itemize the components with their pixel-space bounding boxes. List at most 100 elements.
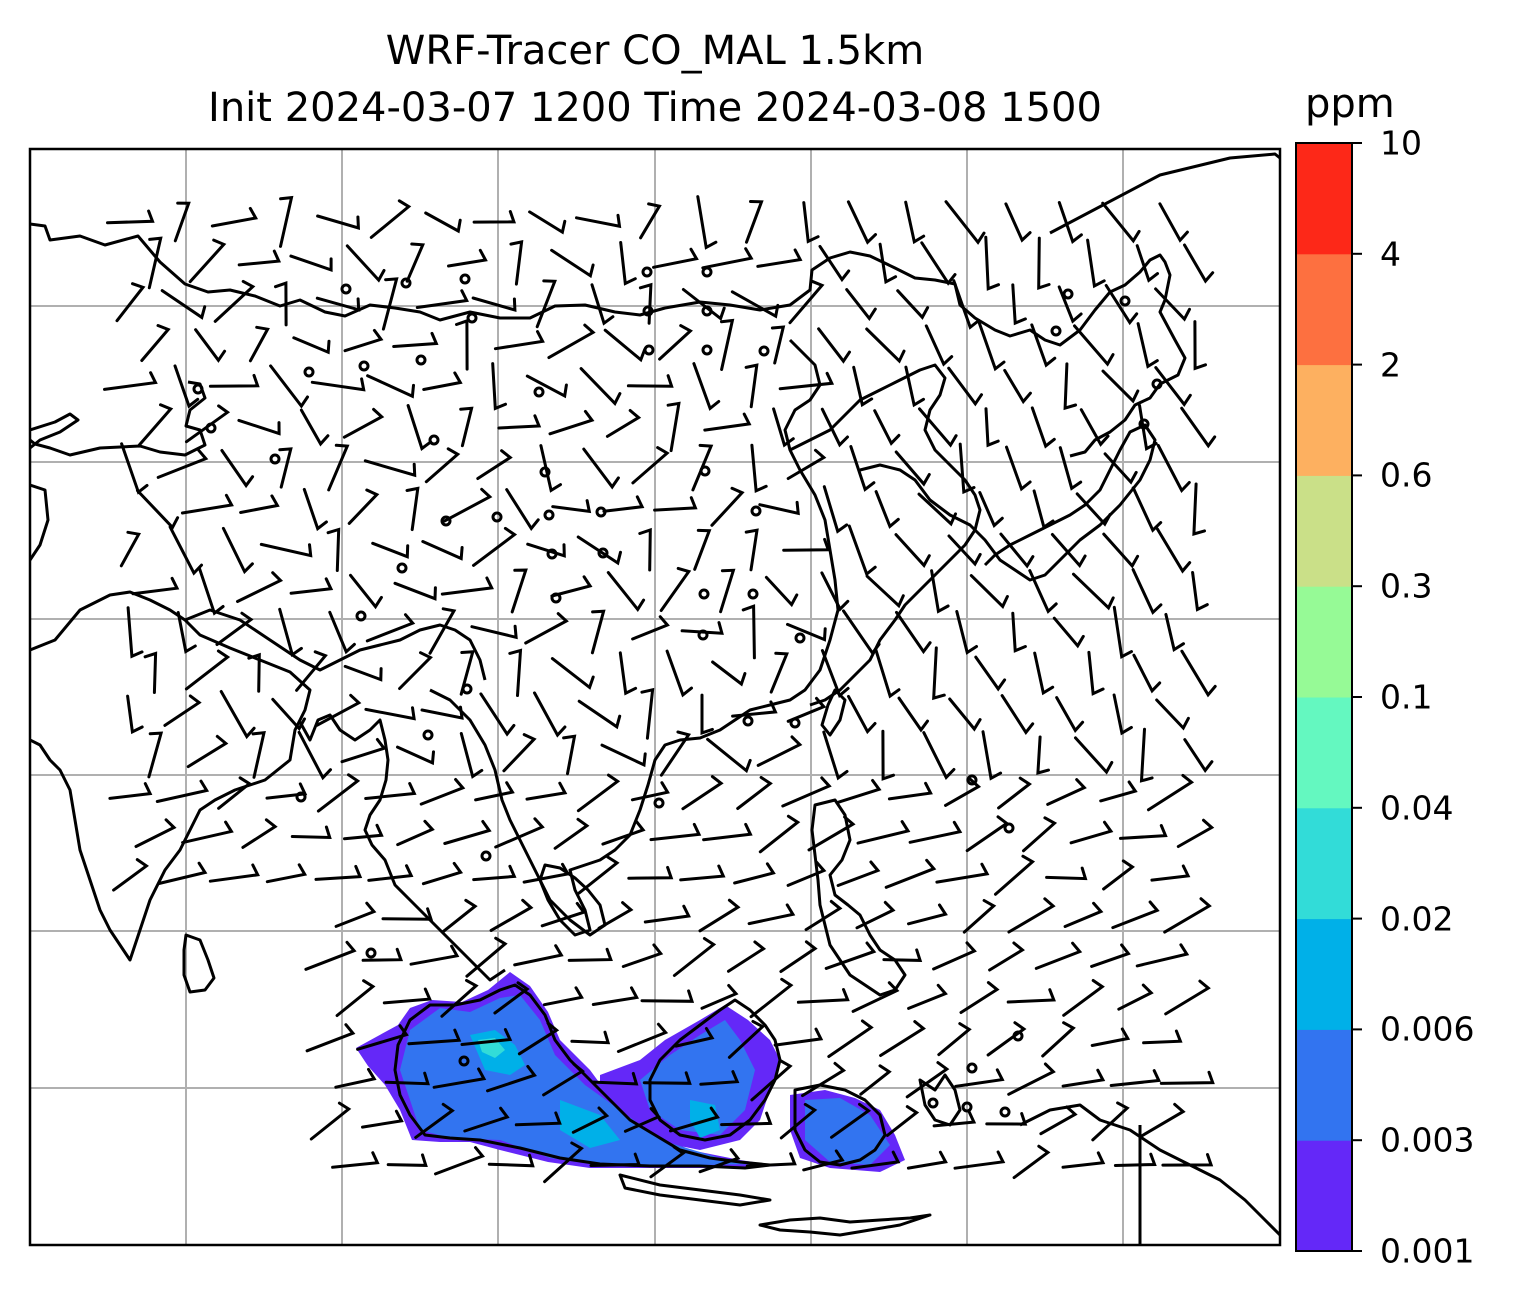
wind-barb (326, 527, 341, 572)
wind-barb (954, 1068, 1005, 1088)
wind-barb (1103, 452, 1138, 485)
colorbar (1296, 142, 1362, 1252)
wind-barb (208, 863, 260, 883)
wind-barb (600, 743, 647, 768)
wind-barb (849, 445, 876, 492)
wind-barb (820, 407, 849, 448)
wind-barb (1050, 533, 1087, 569)
wind-barb (681, 288, 726, 321)
wind-barb (335, 979, 376, 1017)
wind-barb (824, 941, 877, 970)
wind-barb (852, 365, 874, 408)
wind-barb (548, 409, 595, 436)
colorbar-tick-label: 0.006 (1380, 1009, 1475, 1049)
wind-barb (974, 655, 1007, 692)
wind-barb (969, 574, 1009, 609)
wind-barb (1132, 653, 1162, 694)
wind-barb (830, 1102, 872, 1139)
wind-barb (361, 947, 404, 962)
wind-barb (327, 443, 350, 492)
wind-barb (847, 694, 877, 735)
wind-barb (711, 660, 747, 687)
wind-barb (1072, 572, 1115, 611)
wind-barb (143, 651, 158, 694)
coast-himalaya-ridge (184, 608, 487, 681)
wind-barb (638, 527, 652, 572)
wind-barb (163, 694, 202, 727)
wind-barb (1109, 1069, 1162, 1087)
colorbar-segment (1296, 586, 1352, 698)
wind-barb (525, 781, 568, 801)
wind-barb (434, 1146, 485, 1176)
wind-barb (756, 248, 803, 268)
coast-philippines (810, 798, 907, 997)
wind-barb (140, 324, 171, 362)
wind-barb (542, 986, 584, 1007)
wind-barb (750, 443, 768, 494)
wind-barb (822, 730, 849, 781)
wind-barb (356, 1024, 409, 1051)
wind-barb (822, 485, 849, 534)
wind-barb (347, 488, 380, 525)
wind-barb (217, 776, 252, 810)
wind-barb (381, 907, 434, 921)
wind-barb (239, 494, 280, 514)
wind-barb (1032, 489, 1055, 530)
wind-barb (365, 613, 416, 643)
wind-barb (106, 209, 155, 225)
wind-barb (778, 371, 835, 391)
wind-barb (486, 1064, 537, 1093)
wind-barb (1101, 369, 1140, 404)
wind-barb (221, 526, 254, 575)
wind-barb (305, 1023, 356, 1053)
wind-barb (781, 776, 832, 808)
wind-barb (491, 362, 507, 411)
wind-barb (772, 407, 795, 448)
wind-barb (421, 861, 464, 886)
wind-barb (1112, 693, 1133, 736)
wind-barb (278, 447, 293, 489)
wind-barb (369, 199, 412, 239)
wind-barb (895, 610, 932, 655)
wind-barb (1102, 532, 1140, 569)
wind-barb (1180, 649, 1217, 698)
wind-barb (997, 776, 1032, 810)
colorbar-tick-label: 0.003 (1380, 1120, 1475, 1160)
colorbar-tick-label: 4 (1380, 234, 1401, 274)
wind-barb (820, 571, 850, 612)
wind-barb (186, 734, 229, 769)
wind-barb (606, 571, 646, 612)
wind-barb (274, 280, 288, 327)
wind-barb (1136, 322, 1159, 369)
wind-barb (592, 1071, 639, 1086)
wind-barb (700, 693, 714, 735)
wind-barb (525, 374, 568, 399)
colorbar-segment (1296, 697, 1352, 809)
wind-barb (1007, 897, 1056, 934)
plume-core-2 (640, 1020, 755, 1135)
wind-barb (279, 195, 294, 248)
wind-barb (906, 1150, 948, 1170)
wind-barb (955, 610, 978, 655)
wind-barb (407, 1028, 462, 1046)
wind-barb (278, 607, 303, 658)
wind-barb (570, 1030, 611, 1045)
wind-barb (364, 706, 416, 721)
wind-barb (666, 401, 681, 453)
wind-barb (922, 731, 956, 780)
wind-barb (701, 247, 754, 270)
wind-barb (703, 412, 752, 432)
wind-barb (126, 606, 144, 659)
coast-halmahera (918, 1073, 962, 1127)
wind-barb (731, 700, 778, 718)
wind-barb (896, 289, 930, 320)
wind-barb (744, 363, 759, 409)
wind-barb (459, 650, 475, 696)
colorbar-tick-label: 0.1 (1380, 677, 1433, 717)
wind-barb (421, 540, 464, 561)
wind-barb (316, 773, 361, 813)
wind-barb (788, 279, 825, 325)
colorbar-segment (1296, 1140, 1352, 1252)
wind-barb (702, 822, 753, 842)
wind-barb (432, 1067, 487, 1089)
